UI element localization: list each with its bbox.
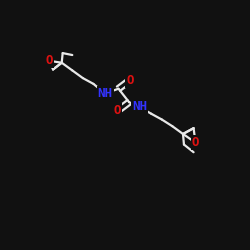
Text: O: O	[126, 74, 134, 86]
Text: O: O	[114, 104, 121, 117]
Text: NH: NH	[132, 100, 147, 114]
Text: O: O	[192, 136, 199, 149]
Text: O: O	[46, 54, 53, 67]
Text: NH: NH	[98, 87, 112, 100]
